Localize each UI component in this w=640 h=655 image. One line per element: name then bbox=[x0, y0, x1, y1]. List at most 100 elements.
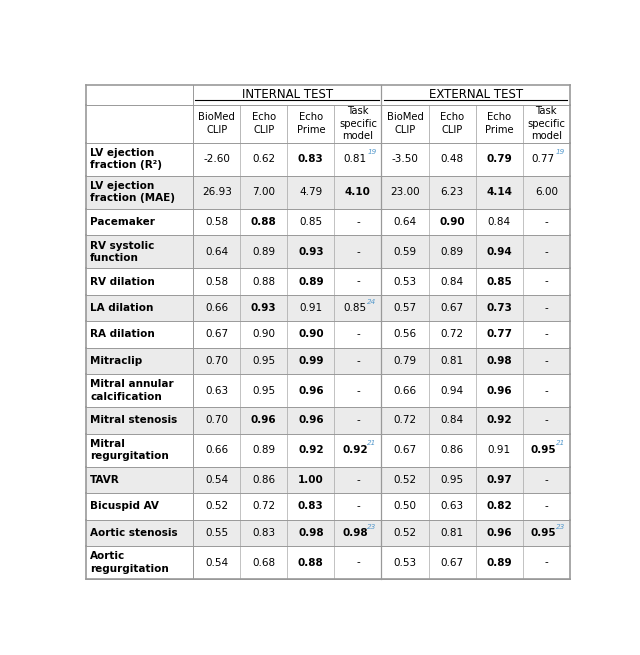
Text: 0.96: 0.96 bbox=[486, 386, 512, 396]
Text: 0.85: 0.85 bbox=[343, 303, 366, 313]
Bar bbox=[86, 348, 570, 374]
Text: BioMed
CLIP: BioMed CLIP bbox=[387, 113, 424, 135]
Text: 0.48: 0.48 bbox=[440, 154, 463, 164]
Bar bbox=[86, 407, 570, 434]
Text: LV ejection
fraction (MAE): LV ejection fraction (MAE) bbox=[90, 181, 175, 204]
Text: LA dilation: LA dilation bbox=[90, 303, 154, 313]
Text: 0.53: 0.53 bbox=[394, 557, 417, 568]
Text: 0.54: 0.54 bbox=[205, 557, 228, 568]
Text: -: - bbox=[356, 247, 360, 257]
Text: Task
specific
model: Task specific model bbox=[527, 106, 565, 141]
Text: RV dilation: RV dilation bbox=[90, 276, 155, 286]
Text: 0.81: 0.81 bbox=[343, 154, 366, 164]
Text: 0.89: 0.89 bbox=[252, 445, 275, 455]
Text: 0.85: 0.85 bbox=[486, 276, 512, 286]
Text: 0.52: 0.52 bbox=[394, 475, 417, 485]
Text: Echo
CLIP: Echo CLIP bbox=[252, 113, 276, 135]
Text: Mitral annular
calcification: Mitral annular calcification bbox=[90, 379, 173, 402]
Text: 0.97: 0.97 bbox=[486, 475, 512, 485]
Text: Mitral stenosis: Mitral stenosis bbox=[90, 415, 177, 425]
Text: 0.90: 0.90 bbox=[252, 329, 275, 339]
Text: 24: 24 bbox=[367, 299, 376, 305]
Text: -3.50: -3.50 bbox=[392, 154, 419, 164]
Text: -: - bbox=[545, 415, 548, 425]
Text: 26.93: 26.93 bbox=[202, 187, 232, 197]
Text: 0.64: 0.64 bbox=[205, 247, 228, 257]
Text: 0.92: 0.92 bbox=[486, 415, 512, 425]
Text: 0.93: 0.93 bbox=[298, 247, 324, 257]
Text: Aortic
regurgitation: Aortic regurgitation bbox=[90, 552, 169, 574]
Text: 0.54: 0.54 bbox=[205, 475, 228, 485]
Text: 6.23: 6.23 bbox=[440, 187, 464, 197]
Text: 0.70: 0.70 bbox=[205, 415, 228, 425]
Text: -: - bbox=[545, 475, 548, 485]
Text: 0.93: 0.93 bbox=[251, 303, 276, 313]
Text: 0.96: 0.96 bbox=[251, 415, 276, 425]
Bar bbox=[86, 295, 570, 321]
Text: 19: 19 bbox=[367, 149, 376, 155]
Text: 4.79: 4.79 bbox=[300, 187, 323, 197]
Bar bbox=[86, 176, 570, 209]
Text: 0.63: 0.63 bbox=[205, 386, 228, 396]
Text: Mitraclip: Mitraclip bbox=[90, 356, 142, 366]
Text: 0.88: 0.88 bbox=[252, 276, 275, 286]
Text: 0.77: 0.77 bbox=[486, 329, 512, 339]
Text: Bicuspid AV: Bicuspid AV bbox=[90, 501, 159, 512]
Bar bbox=[86, 269, 570, 295]
Text: 0.72: 0.72 bbox=[440, 329, 463, 339]
Text: -: - bbox=[545, 501, 548, 512]
Text: -: - bbox=[356, 557, 360, 568]
Text: 0.96: 0.96 bbox=[486, 528, 512, 538]
Text: 23.00: 23.00 bbox=[390, 187, 420, 197]
Bar bbox=[86, 105, 570, 143]
Text: 0.86: 0.86 bbox=[440, 445, 463, 455]
Text: 0.53: 0.53 bbox=[394, 276, 417, 286]
Text: 0.96: 0.96 bbox=[298, 415, 324, 425]
Text: TAVR: TAVR bbox=[90, 475, 120, 485]
Bar bbox=[86, 321, 570, 348]
Text: 0.84: 0.84 bbox=[440, 276, 463, 286]
Text: RA dilation: RA dilation bbox=[90, 329, 155, 339]
Text: 0.92: 0.92 bbox=[298, 445, 324, 455]
Text: 0.67: 0.67 bbox=[205, 329, 228, 339]
Bar bbox=[86, 374, 570, 407]
Text: 4.10: 4.10 bbox=[345, 187, 371, 197]
Text: 0.85: 0.85 bbox=[300, 217, 323, 227]
Text: -: - bbox=[356, 386, 360, 396]
Text: 0.94: 0.94 bbox=[440, 386, 463, 396]
Text: 6.00: 6.00 bbox=[535, 187, 557, 197]
Text: -: - bbox=[545, 303, 548, 313]
Text: INTERNAL TEST: INTERNAL TEST bbox=[242, 88, 333, 101]
Text: 0.89: 0.89 bbox=[252, 247, 275, 257]
Text: 0.91: 0.91 bbox=[488, 445, 511, 455]
Text: -: - bbox=[545, 247, 548, 257]
Text: 0.98: 0.98 bbox=[298, 528, 324, 538]
Text: 0.56: 0.56 bbox=[394, 329, 417, 339]
Bar bbox=[86, 519, 570, 546]
Text: 0.72: 0.72 bbox=[252, 501, 275, 512]
Text: Task
specific
model: Task specific model bbox=[339, 106, 377, 141]
Text: 0.95: 0.95 bbox=[252, 356, 275, 366]
Text: -2.60: -2.60 bbox=[204, 154, 230, 164]
Text: -: - bbox=[356, 217, 360, 227]
Text: -: - bbox=[545, 276, 548, 286]
Text: -: - bbox=[545, 557, 548, 568]
Text: 0.66: 0.66 bbox=[205, 445, 228, 455]
Text: Mitral
regurgitation: Mitral regurgitation bbox=[90, 439, 169, 461]
Text: LV ejection
fraction (R²): LV ejection fraction (R²) bbox=[90, 148, 162, 170]
Text: 0.91: 0.91 bbox=[300, 303, 323, 313]
Text: -: - bbox=[356, 475, 360, 485]
Text: 0.67: 0.67 bbox=[440, 303, 463, 313]
Text: 0.89: 0.89 bbox=[440, 247, 463, 257]
Text: 23: 23 bbox=[367, 524, 376, 530]
Text: -: - bbox=[356, 501, 360, 512]
Bar bbox=[86, 143, 570, 176]
Text: 0.86: 0.86 bbox=[252, 475, 275, 485]
Text: -: - bbox=[545, 329, 548, 339]
Text: 0.94: 0.94 bbox=[486, 247, 512, 257]
Text: 0.79: 0.79 bbox=[486, 154, 512, 164]
Bar bbox=[86, 466, 570, 493]
Text: 0.84: 0.84 bbox=[488, 217, 511, 227]
Text: 0.88: 0.88 bbox=[251, 217, 276, 227]
Text: 0.63: 0.63 bbox=[440, 501, 463, 512]
